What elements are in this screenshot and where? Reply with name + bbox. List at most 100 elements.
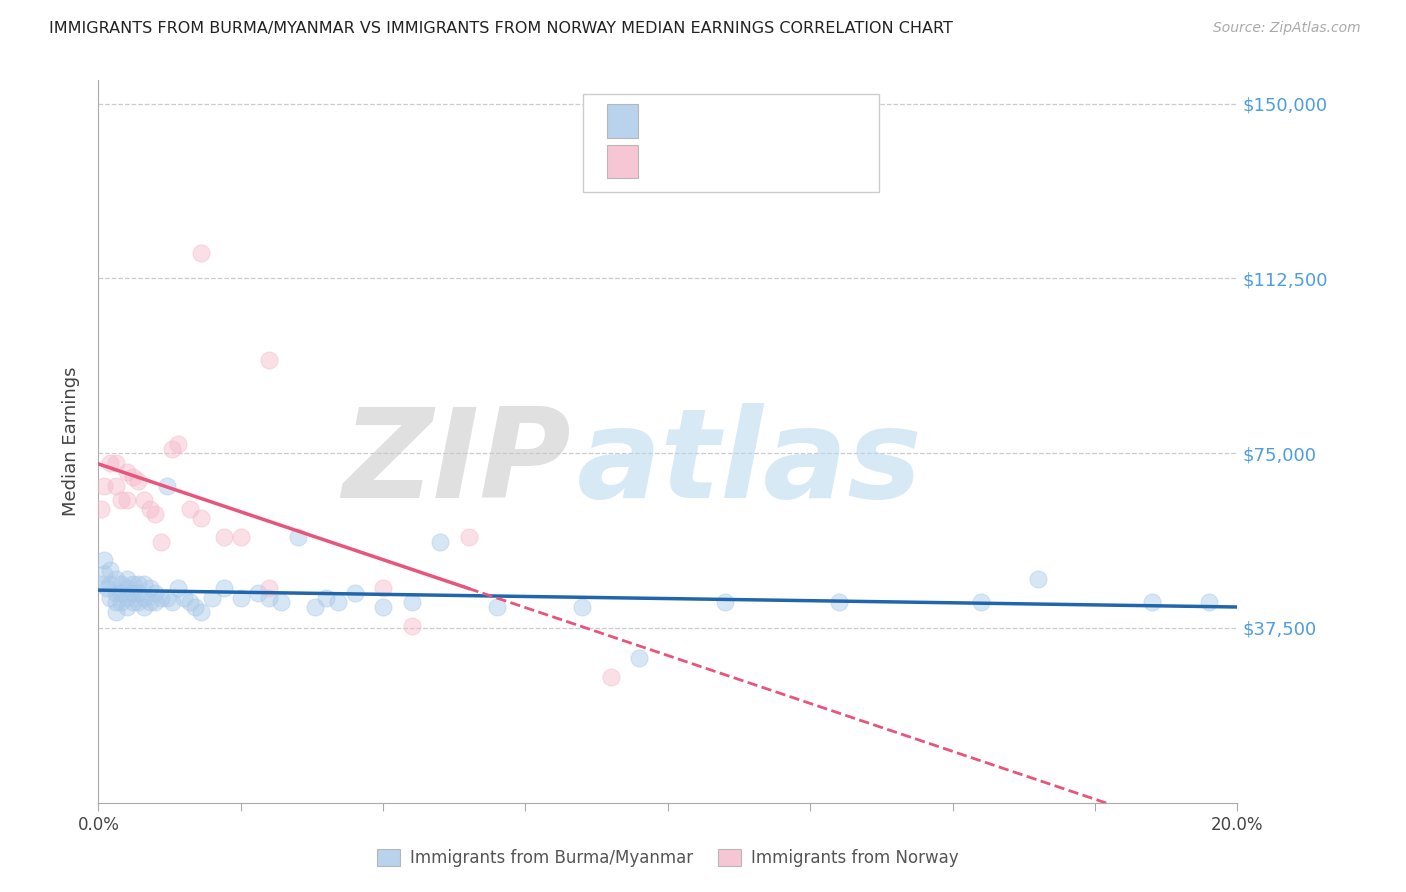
Point xyxy=(212,530,235,544)
Point xyxy=(145,595,167,609)
Point xyxy=(115,582,138,596)
Point xyxy=(121,576,143,591)
Point xyxy=(179,595,201,609)
Point xyxy=(110,586,132,600)
Point xyxy=(110,492,132,507)
Point xyxy=(486,600,509,615)
Point xyxy=(259,353,281,368)
Point xyxy=(90,502,112,516)
Point xyxy=(150,534,173,549)
Point xyxy=(150,591,173,605)
Point xyxy=(138,502,160,516)
Point xyxy=(127,586,149,600)
Point xyxy=(179,502,201,516)
Point xyxy=(104,456,127,470)
Point xyxy=(457,530,479,544)
Point xyxy=(110,595,132,609)
Point xyxy=(93,567,115,582)
Point xyxy=(259,591,281,605)
Point xyxy=(173,591,195,605)
Point xyxy=(127,576,149,591)
Point xyxy=(373,582,395,596)
Point xyxy=(184,600,207,615)
Point xyxy=(162,442,184,456)
Point xyxy=(190,605,212,619)
Point xyxy=(115,572,138,586)
Point xyxy=(162,595,184,609)
Point xyxy=(93,479,115,493)
Point xyxy=(287,530,309,544)
Point xyxy=(127,595,149,609)
Point xyxy=(115,465,138,479)
Point xyxy=(156,479,179,493)
Point xyxy=(167,437,190,451)
Point xyxy=(714,595,737,609)
Point xyxy=(1198,595,1220,609)
Point xyxy=(270,595,292,609)
Point xyxy=(628,651,651,665)
Legend: Immigrants from Burma/Myanmar, Immigrants from Norway: Immigrants from Burma/Myanmar, Immigrant… xyxy=(370,842,966,874)
Point xyxy=(201,591,224,605)
Text: IMMIGRANTS FROM BURMA/MYANMAR VS IMMIGRANTS FROM NORWAY MEDIAN EARNINGS CORRELAT: IMMIGRANTS FROM BURMA/MYANMAR VS IMMIGRA… xyxy=(49,21,953,36)
Point xyxy=(145,507,167,521)
Text: ZIP: ZIP xyxy=(342,402,571,524)
Point xyxy=(600,670,623,684)
Point xyxy=(190,245,212,260)
Point xyxy=(167,582,190,596)
Point xyxy=(970,595,993,609)
Point xyxy=(190,511,212,525)
Point xyxy=(96,582,118,596)
Point xyxy=(145,586,167,600)
Point xyxy=(115,591,138,605)
Point xyxy=(401,618,423,632)
Text: N =: N = xyxy=(755,156,803,174)
Point xyxy=(373,600,395,615)
Point xyxy=(571,600,593,615)
Text: -0.272: -0.272 xyxy=(688,116,741,134)
Point xyxy=(121,586,143,600)
Point xyxy=(132,576,155,591)
Point xyxy=(156,591,179,605)
Text: R =: R = xyxy=(650,156,686,174)
Point xyxy=(98,456,121,470)
Point xyxy=(90,576,112,591)
Point xyxy=(401,595,423,609)
Point xyxy=(132,492,155,507)
Text: Source: ZipAtlas.com: Source: ZipAtlas.com xyxy=(1213,21,1361,35)
Point xyxy=(127,474,149,488)
Point xyxy=(304,600,326,615)
Point xyxy=(132,600,155,615)
Point xyxy=(110,576,132,591)
Text: R =: R = xyxy=(650,116,686,134)
Point xyxy=(138,595,160,609)
Point xyxy=(98,591,121,605)
Text: 25: 25 xyxy=(801,156,823,174)
Point xyxy=(259,582,281,596)
Point xyxy=(229,530,252,544)
Text: N =: N = xyxy=(755,116,803,134)
Point xyxy=(104,605,127,619)
Point xyxy=(138,582,160,596)
Point xyxy=(828,595,851,609)
Point xyxy=(212,582,235,596)
Point xyxy=(104,479,127,493)
Point xyxy=(115,600,138,615)
Y-axis label: Median Earnings: Median Earnings xyxy=(62,367,80,516)
Point xyxy=(121,595,143,609)
Point xyxy=(343,586,366,600)
Text: atlas: atlas xyxy=(576,402,922,524)
Point xyxy=(315,591,337,605)
Point xyxy=(104,595,127,609)
Text: 63: 63 xyxy=(801,116,823,134)
Point xyxy=(93,553,115,567)
Point xyxy=(229,591,252,605)
Point xyxy=(98,576,121,591)
Text: -0.148: -0.148 xyxy=(688,156,741,174)
Point xyxy=(246,586,269,600)
Point xyxy=(1140,595,1163,609)
Point xyxy=(115,492,138,507)
Point xyxy=(104,572,127,586)
Point xyxy=(429,534,451,549)
Point xyxy=(1026,572,1049,586)
Point xyxy=(132,591,155,605)
